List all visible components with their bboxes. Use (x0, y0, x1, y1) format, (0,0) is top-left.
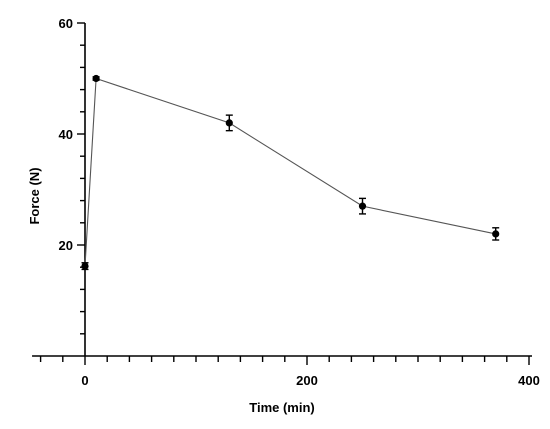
x-tick-label: 0 (81, 373, 88, 388)
data-point (81, 262, 89, 270)
x-tick-label: 200 (296, 373, 318, 388)
series-line (84, 77, 496, 267)
axes: 0 200 400 20 40 60 (32, 16, 540, 388)
series-group (81, 74, 500, 271)
data-point (92, 74, 100, 83)
y-tick-label: 20 (59, 238, 73, 253)
data-point (225, 119, 233, 127)
data-point (492, 230, 500, 238)
data-point (358, 202, 367, 210)
y-axis-title: Force (N) (27, 167, 42, 224)
x-axis-title: Time (min) (249, 400, 315, 415)
y-tick-label: 40 (59, 127, 73, 142)
x-tick-label: 400 (518, 373, 540, 388)
y-tick-label: 60 (59, 16, 73, 31)
